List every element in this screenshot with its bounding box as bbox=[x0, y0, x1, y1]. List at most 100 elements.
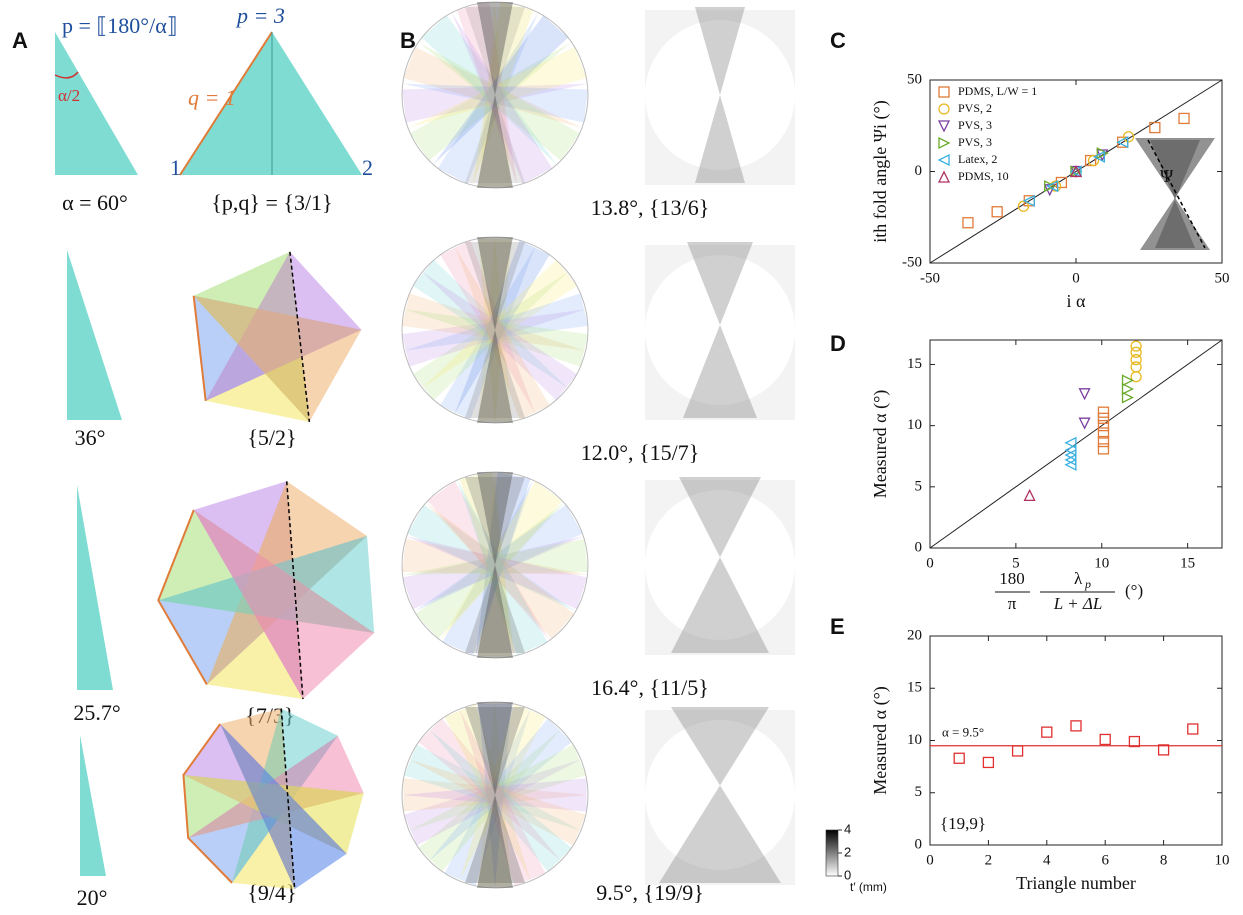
data-point bbox=[1092, 150, 1106, 163]
fold-sector bbox=[402, 293, 586, 351]
thickness-bg bbox=[645, 720, 795, 870]
data-point bbox=[1097, 419, 1110, 432]
star-facet bbox=[220, 723, 347, 890]
fold-sector bbox=[422, 272, 577, 401]
edge bbox=[179, 31, 273, 176]
legend-marker bbox=[938, 103, 950, 115]
y-tick-label: 15 bbox=[907, 680, 922, 696]
x-axis-title: p bbox=[1084, 577, 1091, 591]
data-point bbox=[1097, 412, 1110, 424]
fold-sector bbox=[425, 502, 575, 639]
data-point bbox=[1178, 112, 1190, 125]
fold-sector bbox=[456, 2, 518, 186]
data-point bbox=[1046, 180, 1059, 193]
fold-line bbox=[280, 708, 296, 890]
thickness-hourglass bbox=[695, 7, 745, 183]
inset-label: Ψ bbox=[1160, 166, 1174, 186]
fold-sector bbox=[478, 2, 512, 187]
x-tick-label: 5 bbox=[1012, 555, 1020, 571]
data-point bbox=[1041, 726, 1053, 738]
disk bbox=[401, 701, 589, 889]
fold-sector bbox=[437, 12, 539, 184]
y-axis-title: Measured α (°) bbox=[870, 390, 891, 499]
angle-label: 25.7° bbox=[73, 700, 120, 725]
fold-sector bbox=[403, 778, 588, 812]
panel-label: E bbox=[830, 614, 845, 639]
fold-sector bbox=[472, 2, 534, 186]
fold-sector bbox=[459, 704, 546, 881]
data-point bbox=[1084, 154, 1097, 167]
fold-sector bbox=[444, 709, 531, 886]
data-point bbox=[1149, 121, 1161, 134]
star-facet bbox=[193, 295, 362, 422]
data-point bbox=[1121, 374, 1134, 387]
x-axis-title: L + ΔL bbox=[1053, 594, 1103, 613]
fold-sector bbox=[409, 744, 586, 831]
y-tick-label: 0 bbox=[915, 836, 923, 852]
data-point bbox=[1099, 733, 1111, 746]
data-point bbox=[1097, 443, 1110, 455]
fold-sector bbox=[413, 259, 568, 388]
legend-marker bbox=[937, 153, 950, 167]
fold-sector bbox=[459, 709, 546, 886]
fold-sector bbox=[454, 240, 550, 414]
fold-sector bbox=[402, 778, 587, 812]
x-tick-label: 8 bbox=[1160, 852, 1168, 868]
fold-sector bbox=[429, 729, 572, 872]
fold-sector bbox=[478, 702, 512, 887]
legend-marker bbox=[937, 120, 951, 133]
caption: 13.8°, {13/6} bbox=[591, 195, 710, 220]
colorbar-tick-label: 4 bbox=[844, 821, 851, 836]
fold-sector bbox=[478, 472, 512, 657]
thickness-bg bbox=[645, 490, 795, 640]
fold-sector bbox=[406, 536, 588, 610]
angle-label: 20° bbox=[77, 885, 108, 910]
fold-sector bbox=[459, 472, 515, 656]
fold-sector bbox=[408, 46, 587, 128]
x-axis-title: π bbox=[1008, 594, 1017, 613]
fold-sector bbox=[418, 42, 580, 161]
fold-sector bbox=[413, 272, 568, 401]
x-tick-label: 50 bbox=[1215, 270, 1230, 286]
y-tick-label: 5 bbox=[915, 784, 923, 800]
fold-sector bbox=[410, 42, 572, 161]
fold-sector bbox=[404, 309, 588, 367]
colorbar-label: t′ (mm) bbox=[850, 880, 887, 894]
legend-label: PDMS, L/W = 1 bbox=[958, 84, 1037, 98]
symbol-label: {5/2} bbox=[247, 425, 296, 450]
fold-sector bbox=[478, 703, 512, 888]
triangle bbox=[77, 485, 113, 690]
data-point bbox=[1097, 427, 1110, 439]
hourglass bbox=[477, 237, 513, 423]
axes-box bbox=[929, 339, 1223, 549]
fold-sector bbox=[440, 246, 536, 420]
annotation: {19,9} bbox=[940, 814, 986, 833]
data-point bbox=[1187, 723, 1199, 735]
data-point bbox=[1049, 180, 1062, 192]
y-axis-title: ith fold angle Ψi (°) bbox=[870, 100, 891, 242]
star-facet bbox=[193, 509, 375, 700]
hourglass bbox=[465, 7, 525, 183]
x-axis-title: (°) bbox=[1125, 581, 1143, 600]
y-tick-label: 10 bbox=[907, 732, 922, 748]
legend-marker bbox=[937, 170, 951, 183]
x-tick-label: 10 bbox=[1094, 555, 1109, 571]
fold-sector bbox=[407, 504, 576, 612]
q-label: q = 1 bbox=[188, 85, 236, 110]
data-point bbox=[1097, 406, 1110, 418]
x-tick-label: 0 bbox=[926, 555, 934, 571]
fold-sector bbox=[404, 759, 581, 846]
fold-sector bbox=[404, 744, 581, 831]
fold-sector bbox=[415, 502, 565, 639]
fold-sector bbox=[402, 536, 584, 610]
angle-label: α = 60° bbox=[62, 190, 128, 215]
colorbar-tick-label: 0 bbox=[844, 867, 851, 882]
fold-sector bbox=[402, 83, 588, 123]
thickness-hourglass bbox=[683, 242, 757, 418]
data-point bbox=[1130, 346, 1142, 358]
y-tick-label: -50 bbox=[902, 254, 922, 270]
data-point bbox=[1044, 180, 1057, 193]
panel-label: A bbox=[12, 28, 28, 53]
formula: p = ⟦180°/α⟧ bbox=[62, 13, 178, 38]
data-point bbox=[962, 217, 974, 229]
